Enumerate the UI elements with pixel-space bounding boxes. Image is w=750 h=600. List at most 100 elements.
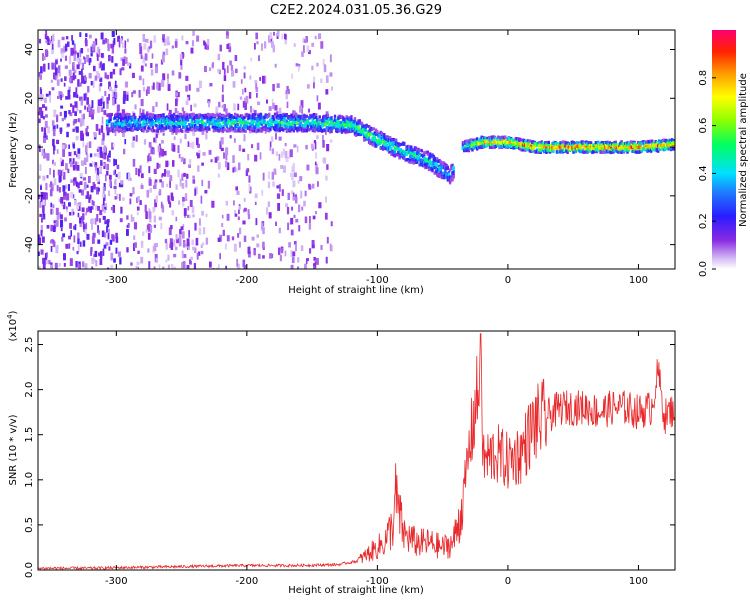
spectrogram-noise-cell <box>41 94 45 101</box>
spectrogram-noise-cell <box>271 253 274 258</box>
spectrogram-ridge-cell <box>266 120 270 124</box>
spectrogram-noise-cell <box>41 217 43 223</box>
spectrogram-noise-cell <box>287 192 290 200</box>
spectrogram-noise-cell <box>126 94 129 101</box>
spectrogram-noise-cell <box>231 70 235 77</box>
spectrogram-noise-cell <box>92 182 95 190</box>
colorbar-gradient <box>712 30 736 269</box>
spectrogram-noise-cell <box>270 136 274 142</box>
spectrogram-noise-cell <box>81 76 85 84</box>
spectrogram-noise-cell <box>278 227 281 234</box>
spectrogram-ridge-cell <box>116 119 119 123</box>
spectrogram-noise-cell <box>140 65 144 72</box>
spectrogram-noise-cell <box>61 52 64 58</box>
spectrogram-ridge-cell <box>372 127 375 131</box>
spectrogram-noise-cell <box>72 246 75 251</box>
spectrogram-noise-cell <box>308 108 310 113</box>
spectrogram-ridge-cell <box>596 141 600 145</box>
spectrogram-noise-cell <box>219 253 221 260</box>
spectrogram-ridge-cell <box>194 123 197 128</box>
spectrogram-noise-cell <box>268 212 272 219</box>
spectrogram-noise-cell <box>106 74 109 80</box>
spectrogram-noise-cell <box>112 143 115 148</box>
spectrogram-ridge-cell <box>209 113 212 117</box>
spectrogram-noise-cell <box>60 219 64 228</box>
spectrogram-noise-cell <box>242 100 246 108</box>
spectrogram-noise-cell <box>67 89 71 97</box>
spectrogram-ridge-cell <box>351 129 354 133</box>
spectrogram-noise-cell <box>79 32 82 37</box>
spectrogram-noise-cell <box>285 156 289 163</box>
spectrogram-noise-cell <box>322 135 324 141</box>
spectrogram-noise-cell <box>39 107 43 114</box>
spectrogram-noise-cell <box>314 35 317 40</box>
spectrogram-noise-cell <box>152 82 155 90</box>
spectrogram-noise-cell <box>39 74 43 80</box>
spectrogram-noise-cell <box>148 166 151 174</box>
spectrogram-ridge-cell <box>188 123 191 127</box>
spectrogram-noise-cell <box>102 248 105 256</box>
spectrogram-ridge-cell <box>552 149 555 153</box>
spectrogram-noise-cell <box>208 149 212 155</box>
spectrogram-ridge-cell <box>427 165 431 170</box>
spectrogram-noise-cell <box>269 141 272 148</box>
spectrogram-noise-cell <box>110 264 114 269</box>
spectrogram-noise-cell <box>102 215 106 220</box>
spectrogram-noise-cell <box>194 188 197 196</box>
spectrogram-noise-cell <box>236 190 240 195</box>
spectrogram-noise-cell <box>262 255 265 259</box>
spectrogram-noise-cell <box>162 38 165 43</box>
spectrogram-noise-cell <box>90 206 94 210</box>
spectrogram-ridge-cell <box>156 114 159 119</box>
spectrogram-ridge-cell <box>184 120 187 124</box>
spectrogram-noise-cell <box>175 98 178 107</box>
spectrogram-noise-cell <box>113 38 116 45</box>
spectrogram-ridge-cell <box>495 137 499 141</box>
spectrogram-noise-cell <box>298 65 300 72</box>
spectrogram-noise-cell <box>271 171 275 180</box>
spectrogram-ridge-cell <box>197 115 200 120</box>
spectrogram-noise-cell <box>245 169 249 177</box>
spectrogram-ridge-cell <box>445 173 448 177</box>
spectrogram-noise-cell <box>167 41 171 46</box>
spectrogram-ridge-cell <box>390 147 393 151</box>
spectrogram-ridge-cell <box>184 129 187 133</box>
spectrogram-noise-cell <box>63 253 67 261</box>
spectrogram-noise-cell <box>57 95 60 99</box>
spectrogram-ridge-cell <box>159 121 163 125</box>
spectrogram-noise-cell <box>297 257 300 263</box>
spectrogram-ridge-cell <box>255 121 258 125</box>
spectrogram-noise-cell <box>129 193 133 197</box>
spectrogram-ridge-cell <box>142 115 145 119</box>
spectrogram-noise-cell <box>142 231 145 236</box>
spectrogram-noise-cell <box>269 32 272 40</box>
spectrogram-noise-cell <box>108 228 110 234</box>
spectrogram-noise-cell <box>217 68 220 73</box>
spectrogram-noise-cell <box>171 45 174 49</box>
spectrogram-noise-cell <box>106 97 109 104</box>
spectrogram-noise-cell <box>80 99 83 106</box>
snr-y-tick-label: 0.5 <box>24 517 35 533</box>
spectrogram-noise-cell <box>42 199 45 207</box>
spectrogram-ridge-cell <box>416 160 419 164</box>
spectrogram-noise-cell <box>55 219 59 227</box>
spectrogram-ridge-cell <box>199 128 203 132</box>
spectrogram-noise-cell <box>98 128 101 135</box>
spectrogram-ridge-cell <box>273 112 277 116</box>
spectrogram-ridge-cell <box>241 129 244 133</box>
spectrogram-ridge-cell <box>347 117 351 121</box>
spectrogram-noise-cell <box>109 86 113 92</box>
spectrogram-noise-cell <box>81 160 85 166</box>
spectrogram-noise-cell <box>262 172 265 181</box>
spectrogram-noise-cell <box>188 230 190 238</box>
spectrogram-noise-cell <box>293 43 296 47</box>
spectrogram-noise-cell <box>76 64 80 70</box>
spectrogram-noise-cell <box>316 135 319 140</box>
spectrogram-ridge-cell <box>172 119 176 123</box>
snr-y-scale-note: (x104) <box>6 310 19 341</box>
spectrogram-noise-cell <box>56 79 60 86</box>
spectrogram-noise-cell <box>270 37 273 44</box>
spectrogram-noise-cell <box>77 79 80 87</box>
spectrogram-ridge-cell <box>394 142 398 146</box>
